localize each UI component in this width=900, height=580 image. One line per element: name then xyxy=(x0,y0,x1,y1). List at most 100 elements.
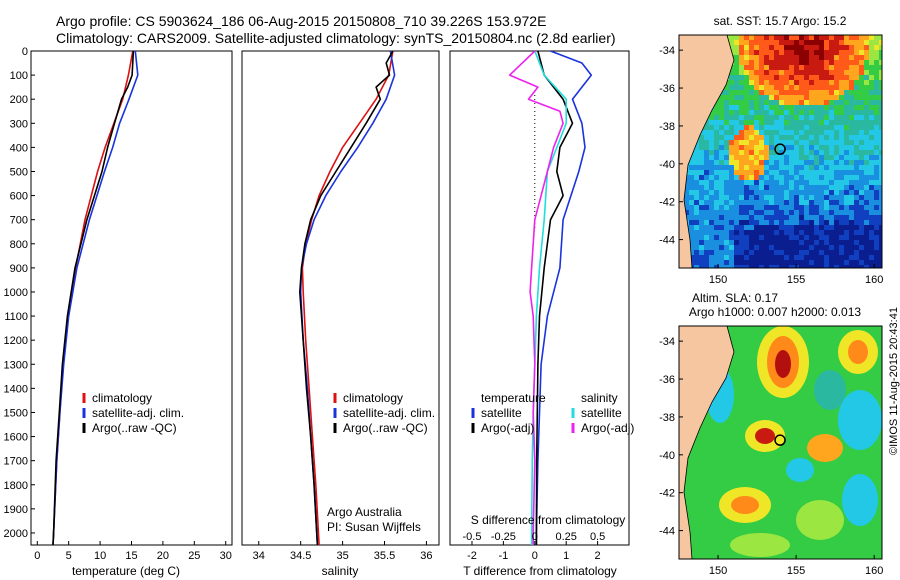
sst-cell xyxy=(824,35,829,40)
sst-cell xyxy=(754,70,759,75)
sst-cell xyxy=(814,160,819,165)
sst-cell xyxy=(834,195,839,200)
sst-cell xyxy=(724,85,729,90)
sst-cell xyxy=(699,140,704,145)
sst-cell xyxy=(839,250,844,255)
sst-cell xyxy=(839,95,844,100)
sst-cell xyxy=(849,260,854,265)
sst-cell xyxy=(794,170,799,175)
sst-cell xyxy=(759,55,764,60)
sst-cell xyxy=(769,250,774,255)
map-y-tick-label: -38 xyxy=(659,121,675,133)
sst-cell xyxy=(699,175,704,180)
sst-cell xyxy=(789,250,794,255)
sst-cell xyxy=(869,85,874,90)
sst-cell xyxy=(759,165,764,170)
sst-cell xyxy=(854,100,859,105)
sst-cell xyxy=(779,255,784,260)
sst-cell xyxy=(874,130,879,135)
sst-cell xyxy=(699,205,704,210)
sst-cell xyxy=(749,140,754,145)
sst-cell xyxy=(779,160,784,165)
sst-cell xyxy=(754,80,759,85)
sst-cell xyxy=(789,235,794,240)
sst-cell xyxy=(879,130,882,135)
sst-cell xyxy=(789,85,794,90)
sst-cell xyxy=(764,130,769,135)
sst-cell xyxy=(739,35,744,40)
sst-cell xyxy=(739,75,744,80)
sst-cell xyxy=(739,210,744,215)
sst-cell xyxy=(814,100,819,105)
sst-cell xyxy=(864,50,869,55)
sst-cell xyxy=(709,235,714,240)
sst-cell xyxy=(764,255,769,260)
sst-cell xyxy=(784,215,789,220)
sst-cell xyxy=(719,155,724,160)
sst-cell xyxy=(769,215,774,220)
sst-cell xyxy=(734,85,739,90)
sst-cell xyxy=(784,140,789,145)
sst-cell xyxy=(859,155,864,160)
sst-cell xyxy=(864,210,869,215)
sst-cell xyxy=(704,260,709,265)
sst-cell xyxy=(809,255,814,260)
sst-cell xyxy=(764,85,769,90)
sst-cell xyxy=(859,140,864,145)
sst-cell xyxy=(784,175,789,180)
sst-cell xyxy=(814,235,819,240)
sst-cell xyxy=(704,145,709,150)
sst-cell xyxy=(734,225,739,230)
sst-cell xyxy=(854,265,859,268)
sst-cell xyxy=(734,240,739,245)
sla-blob xyxy=(848,340,868,364)
sst-cell xyxy=(824,50,829,55)
sst-cell xyxy=(714,130,719,135)
sst-cell xyxy=(729,230,734,235)
sst-cell xyxy=(789,80,794,85)
sst-cell xyxy=(839,215,844,220)
sst-cell xyxy=(864,35,869,40)
sst-cell xyxy=(844,230,849,235)
sst-cell xyxy=(834,105,839,110)
sst-cell xyxy=(714,235,719,240)
sst-cell xyxy=(769,235,774,240)
sst-cell xyxy=(839,195,844,200)
sst-cell xyxy=(829,220,834,225)
sst-cell xyxy=(774,160,779,165)
sst-cell xyxy=(879,170,882,175)
sst-cell xyxy=(844,40,849,45)
x-tick-label: 25 xyxy=(188,550,200,562)
sst-cell xyxy=(794,195,799,200)
sst-cell xyxy=(844,175,849,180)
sst-cell xyxy=(789,245,794,250)
sst-cell xyxy=(824,195,829,200)
sst-cell xyxy=(734,70,739,75)
sst-cell xyxy=(744,255,749,260)
sst-cell xyxy=(754,260,759,265)
sst-cell xyxy=(729,100,734,105)
sst-cell xyxy=(844,45,849,50)
sst-cell xyxy=(714,125,719,130)
sst-cell xyxy=(819,95,824,100)
sst-cell xyxy=(874,250,879,255)
sst-cell xyxy=(804,200,809,205)
sst-cell xyxy=(824,175,829,180)
sst-cell xyxy=(839,50,844,55)
sst-cell xyxy=(844,145,849,150)
sst-cell xyxy=(714,135,719,140)
s-difference-label: S difference from climatology xyxy=(471,513,626,527)
sst-cell xyxy=(719,180,724,185)
sst-cell xyxy=(794,200,799,205)
sst-cell xyxy=(849,265,854,268)
sst-cell xyxy=(849,55,854,60)
sst-cell xyxy=(769,245,774,250)
sst-cell xyxy=(849,175,854,180)
series-line-t-satellite xyxy=(535,51,593,545)
sst-cell xyxy=(734,195,739,200)
sst-cell xyxy=(854,210,859,215)
x-tick-label: 30 xyxy=(220,550,232,562)
sst-cell xyxy=(814,50,819,55)
sst-cell xyxy=(774,130,779,135)
sst-cell xyxy=(739,160,744,165)
